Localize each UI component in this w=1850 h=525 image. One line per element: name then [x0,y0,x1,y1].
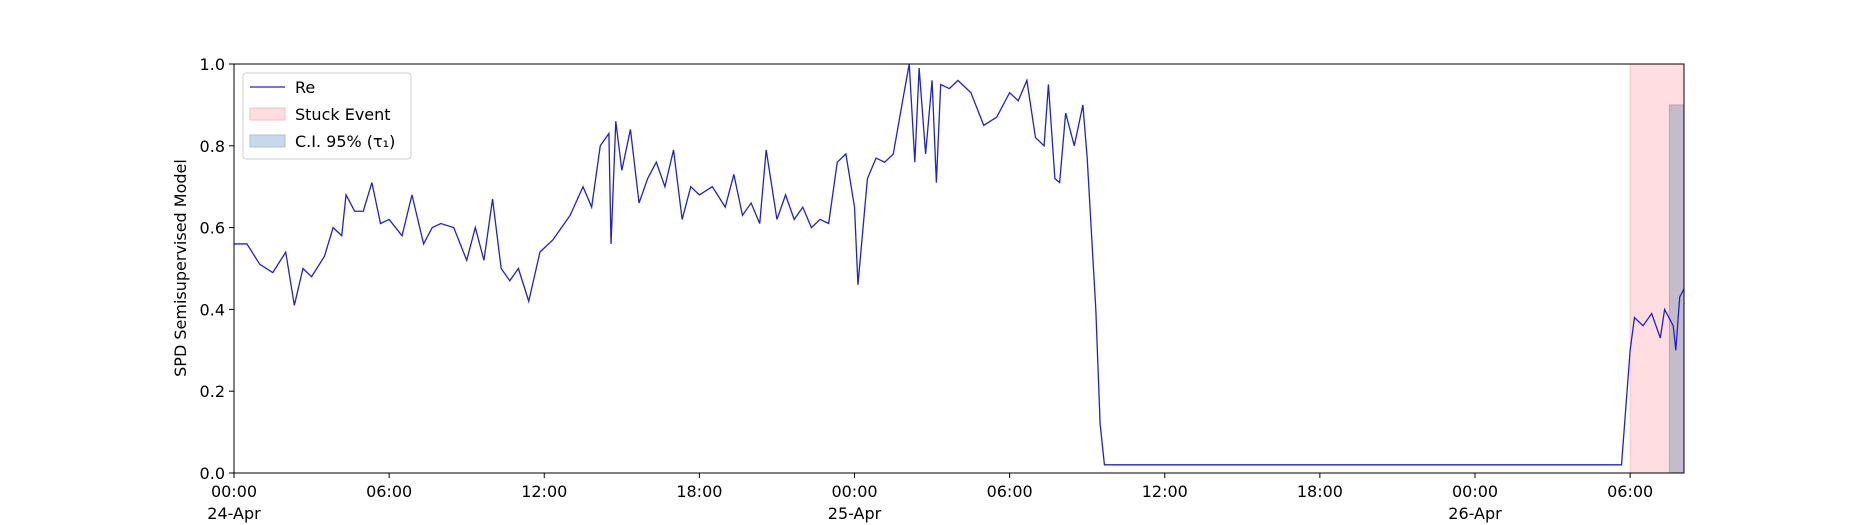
x-tick-label: 18:00 [1297,482,1343,501]
y-tick-label: 0.6 [200,219,225,238]
plot-frame [233,63,1685,474]
data-line [234,63,1685,466]
ci-region [1668,104,1685,474]
x-tick-label: 00:00 26-Apr [1448,482,1502,523]
legend-swatch [249,107,286,121]
y-tick-label: 0.4 [200,300,225,319]
legend-swatch [249,134,286,148]
y-tick-label: 0.0 [200,464,225,483]
x-tick-label: 00:00 25-Apr [828,482,882,523]
x-tick-label: 06:00 [366,482,412,501]
legend-label: C.I. 95% (τ₁) [295,132,395,151]
y-tick-label: 0.2 [200,382,225,401]
x-tick-label: 06:00 [987,482,1033,501]
x-tick-label: 12:00 [521,482,567,501]
legend-label: Stuck Event [295,105,391,124]
y-tick-label: 1.0 [200,55,225,74]
legend-label: Re [295,78,315,97]
x-tick-label: 12:00 [1142,482,1188,501]
y-axis-label: SPD Semisupervised Model [171,159,190,377]
y-tick-label: 0.8 [200,137,225,156]
x-tick-label: 18:00 [676,482,722,501]
x-tick-label: 06:00 [1607,482,1653,501]
